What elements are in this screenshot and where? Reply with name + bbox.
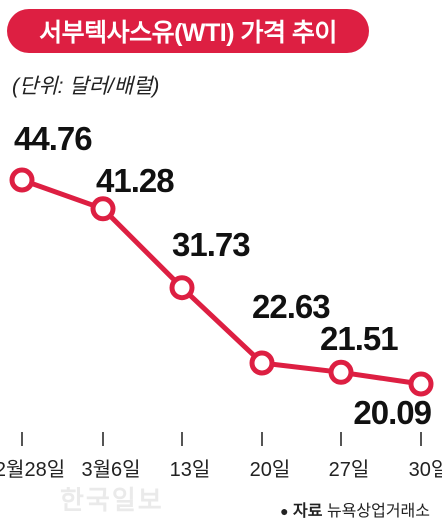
source-bullet: ● [280,503,289,519]
data-point-3 [249,350,275,376]
chart-title: 서부텍사스유(WTI) 가격 추이 [39,19,337,47]
unit-label: (단위: 달러/배럴) [12,75,160,98]
data-label-0: 44.76 [14,120,92,157]
data-label-1: 41.28 [96,162,174,199]
source-name: 뉴욕상업거래소 [326,503,430,520]
series-line [21,177,422,387]
source-note: ● 자료 뉴욕상업거래소 [280,497,430,521]
x-tick-label-2: 13일 [170,458,211,481]
source-label: 자료 [293,503,323,520]
data-point-0 [9,167,35,193]
data-label-5: 20.09 [353,394,431,431]
x-tick-label-3: 20일 [250,458,291,481]
data-label-4: 21.51 [320,320,398,357]
data-point-2 [169,275,195,301]
x-tick-label-4: 27일 [329,458,370,481]
x-tick-label-5: 30일 [409,458,442,481]
title-banner: 서부텍사스유(WTI) 가격 추이 [7,9,369,53]
data-label-2: 31.73 [172,226,250,263]
x-tick-label-1: 3월6일 [81,458,140,481]
watermark: 한국일보 [60,485,164,515]
data-label-3: 22.63 [252,288,330,325]
x-tick-label-0: 2월28일 [0,458,65,481]
data-point-1 [90,196,116,222]
data-point-5 [408,371,434,397]
data-point-4 [328,359,354,385]
